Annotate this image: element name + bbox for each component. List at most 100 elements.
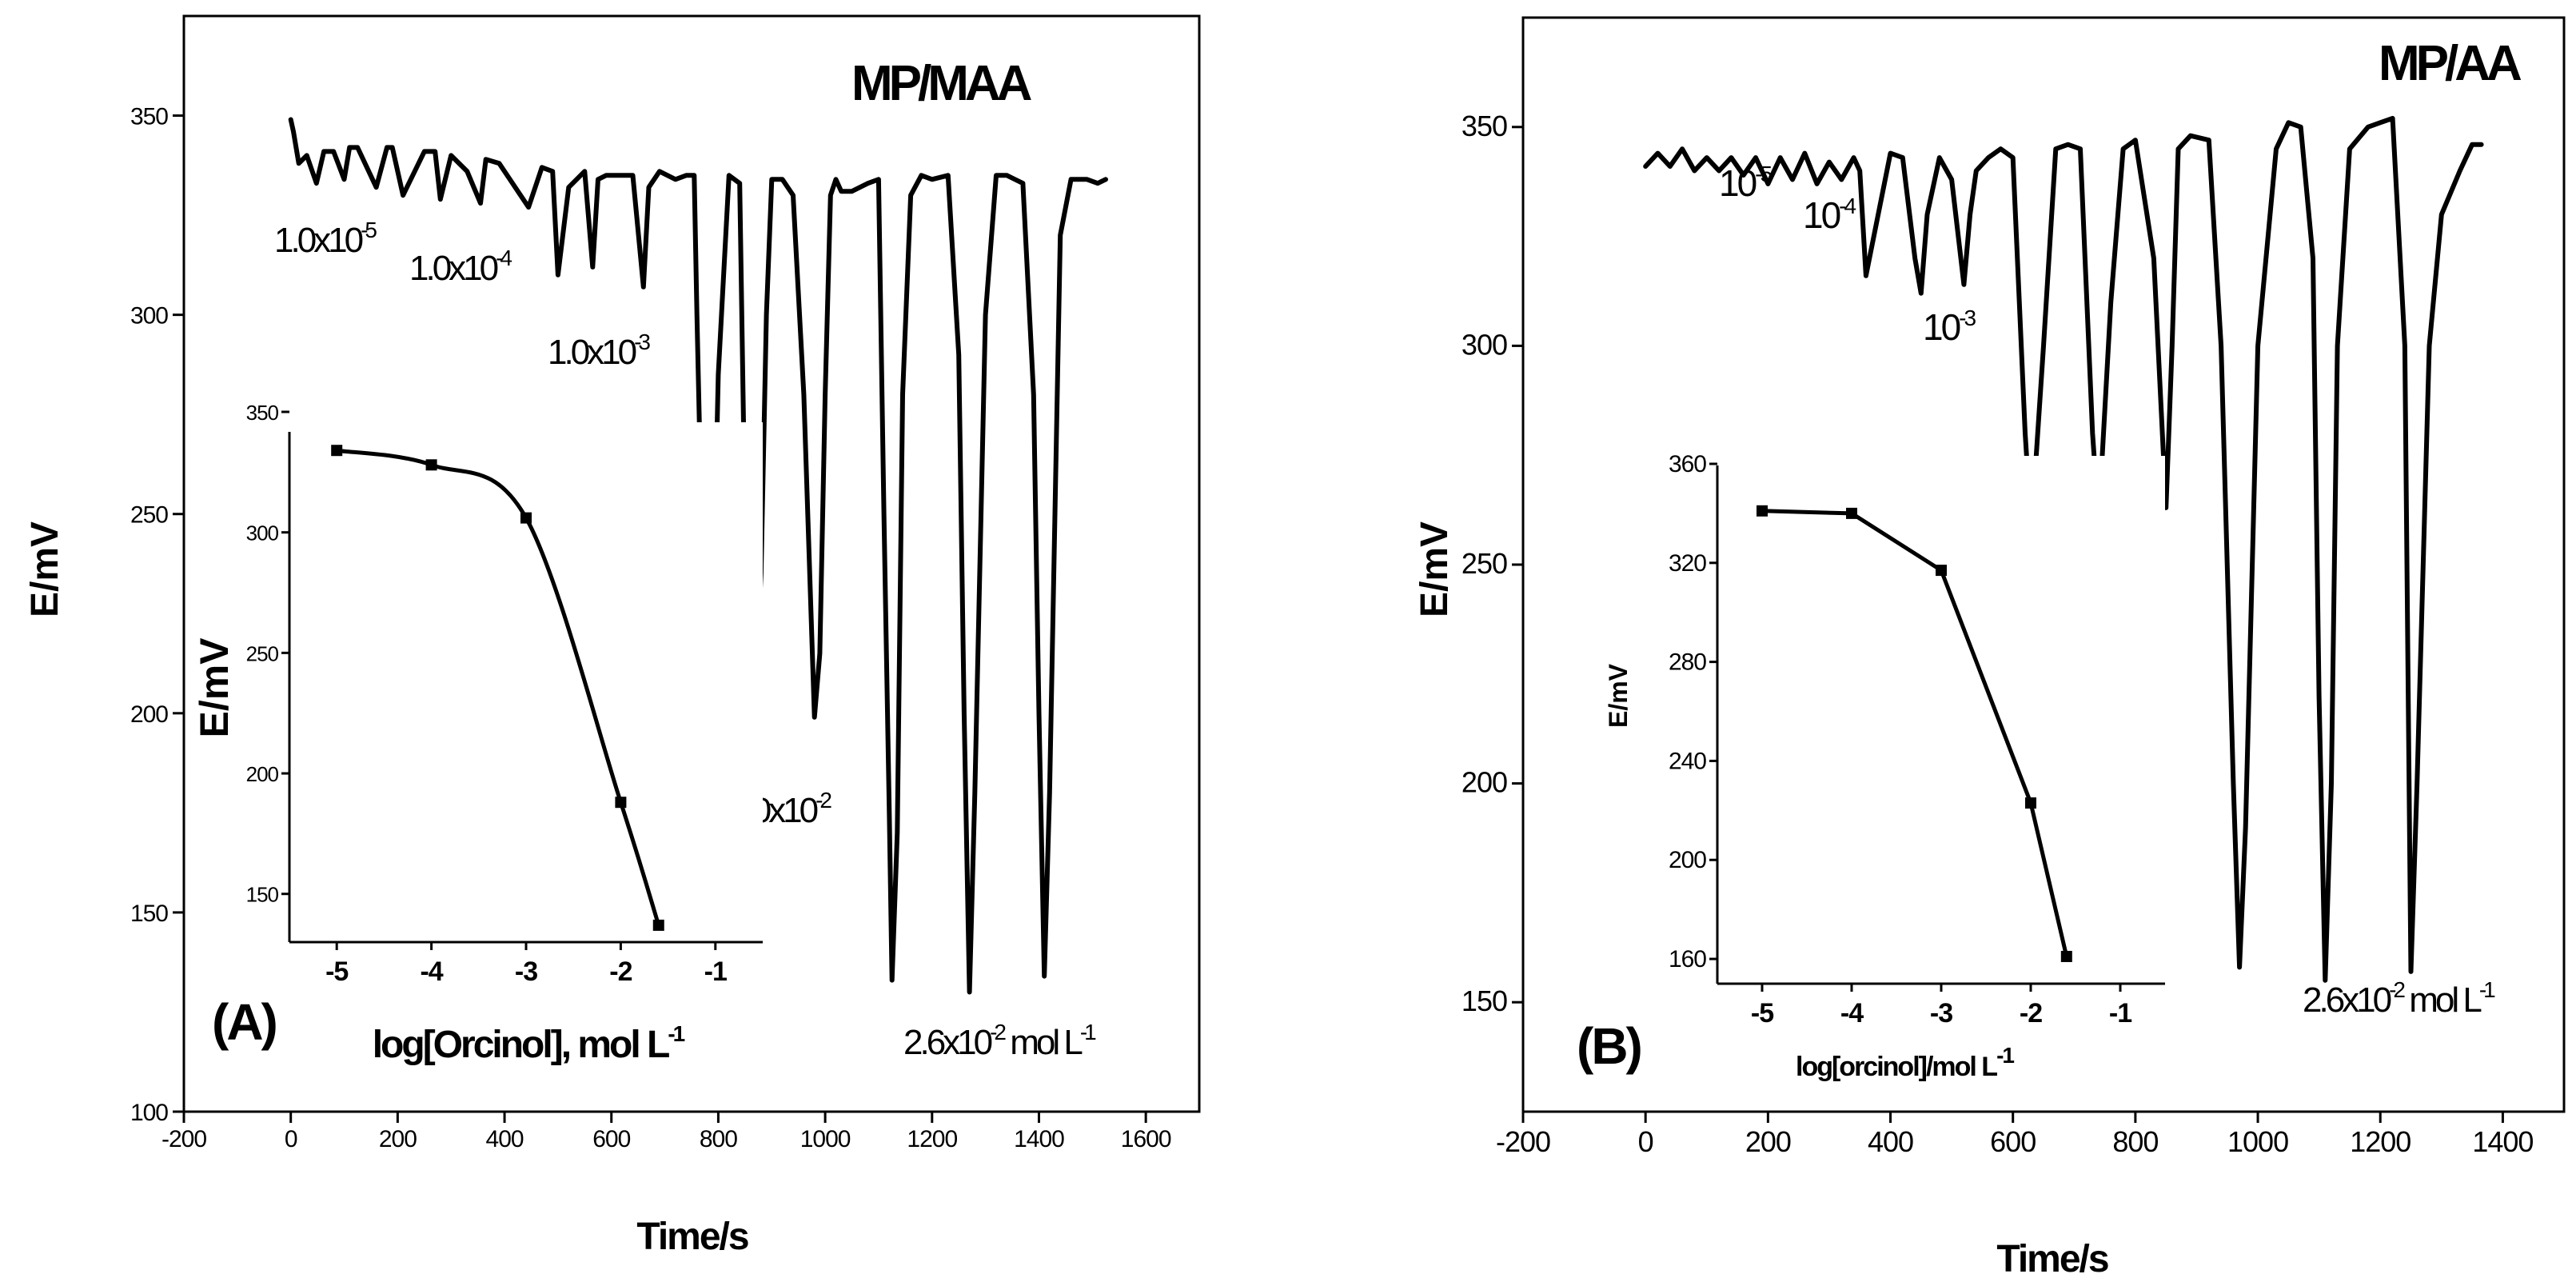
x-tick-label: 1200 [907, 1126, 957, 1152]
panel-a: 100 150 200 250 300 350 -200 0 200 400 600 800 1000… [24, 14, 1201, 1258]
panel-a-inset-background [289, 422, 763, 942]
inset-x-tick-label: -3 [515, 957, 537, 987]
inset-y-tick-label: 360 [1669, 451, 1706, 477]
inset-x-tick-label: -4 [1840, 998, 1864, 1028]
calibration-point [1757, 505, 1768, 517]
inset-y-tick-label: 320 [1669, 550, 1706, 577]
x-tick-label: 0 [285, 1126, 297, 1152]
panel-b-annotation-3: 10-3 [1923, 306, 1976, 348]
panel-a-label: (A) [212, 993, 277, 1051]
panel-b: 150 200 250 300 350 -200 0 200 400 600 800 1000 120… [1414, 16, 2566, 1280]
inset-y-tick-label: 280 [1669, 649, 1706, 676]
inset-x-tick-label: -1 [2109, 998, 2131, 1028]
inset-y-tick-label: 160 [1669, 946, 1706, 972]
panel-a-inset: 150 200 250 300 350 -5 -4 -3 -2 -1 E/mV log[Orci… [192, 401, 763, 1066]
calibration-point [2060, 950, 2072, 962]
panel-a-potential-trace [288, 117, 1108, 995]
panel-b-potential-trace [1643, 115, 2484, 983]
inset-y-tick-label: 300 [246, 521, 279, 545]
panel-b-x-axis-title: Time/s [1996, 1238, 2108, 1280]
y-tick-label: 100 [130, 1100, 168, 1126]
panel-b-y-ticks: 150 200 250 300 350 [1461, 110, 1523, 1017]
inset-x-tick-label: -4 [420, 957, 443, 987]
panel-a-annotation-1: 1.0x10-5 [274, 218, 377, 260]
calibration-point [615, 797, 627, 809]
x-tick-label: 800 [2112, 1125, 2158, 1158]
x-tick-label: 1400 [2472, 1125, 2533, 1158]
panel-b-y-axis-title: E/mV [1414, 521, 1456, 617]
x-tick-label: 600 [592, 1126, 630, 1152]
x-tick-label: 800 [700, 1126, 737, 1152]
y-tick-label: 350 [130, 104, 168, 130]
x-tick-label: 1400 [1014, 1126, 1064, 1152]
x-tick-label: 1600 [1121, 1126, 1171, 1152]
inset-y-tick-label: 350 [246, 401, 279, 425]
inset-x-tick-label: -2 [609, 957, 632, 987]
panel-a-inset-y-ticks: 150 200 250 300 350 [246, 401, 289, 907]
y-tick-label: 250 [130, 502, 168, 529]
panel-b-inset-x-label: log[orcinol]/mol L-1 [1796, 1043, 2014, 1082]
y-tick-label: 350 [1461, 110, 1507, 142]
panel-a-inset-y-label: E/mV [192, 637, 237, 738]
x-tick-label: 400 [486, 1126, 524, 1152]
calibration-point [1846, 507, 1857, 519]
y-tick-label: 300 [130, 303, 168, 329]
panel-a-title: MP/MAA [851, 56, 1032, 111]
y-tick-label: 200 [130, 701, 168, 728]
inset-y-tick-label: 150 [246, 883, 279, 907]
y-tick-label: 300 [1461, 328, 1507, 361]
panel-b-label: (B) [1577, 1017, 1641, 1075]
panel-b-calibration-points [1757, 505, 2072, 962]
calibration-point [652, 919, 664, 931]
panel-b-inset: 160 200 240 280 320 360 -5 -4 -3 -2 -1 E/mV log[o… [1604, 451, 2165, 1082]
calibration-point [2025, 797, 2036, 809]
x-tick-label: 400 [1868, 1125, 1913, 1158]
panel-a-annotation-3: 1.0x10-3 [548, 329, 650, 372]
calibration-point [520, 512, 532, 524]
inset-y-tick-label: 250 [246, 641, 279, 665]
panel-a-calibration-points [331, 445, 664, 931]
inset-y-tick-label: 200 [246, 762, 279, 786]
inset-x-tick-label: -1 [704, 957, 727, 987]
panel-a-x-axis-title: Time/s [636, 1216, 748, 1258]
panel-a-calibration-curve [336, 448, 661, 926]
panel-b-inset-y-label: E/mV [1604, 663, 1633, 728]
y-tick-label: 150 [130, 901, 168, 927]
x-tick-label: 600 [1990, 1125, 2036, 1158]
panel-a-y-axis-title: E/mV [24, 521, 66, 617]
panel-b-annotation-2: 10-4 [1803, 194, 1856, 236]
panel-b-inset-x-ticks: -5 -4 -3 -2 -1 [1751, 984, 2132, 1028]
x-tick-label: 200 [379, 1126, 417, 1152]
calibration-point [1936, 565, 1947, 577]
inset-x-tick-label: -2 [2020, 998, 2042, 1028]
x-tick-label: 1000 [2227, 1125, 2288, 1158]
panel-a-inset-x-label: log[Orcinol], mol L-1 [373, 1021, 685, 1066]
panel-a-x-ticks: -200 0 200 400 600 800 1000 1200 1400 1600 [161, 1112, 1172, 1152]
inset-y-tick-label: 240 [1669, 748, 1706, 774]
panel-b-title: MP/AA [2379, 36, 2522, 91]
calibration-point [331, 445, 343, 457]
y-tick-label: 200 [1461, 766, 1507, 799]
panel-a-annotation-2: 1.0x10-4 [409, 246, 512, 288]
panel-b-annotation-5: 2.6x10-2 mol L-1 [2303, 977, 2495, 1020]
inset-x-tick-label: -5 [325, 957, 348, 987]
x-tick-label: -200 [161, 1126, 206, 1152]
y-tick-label: 250 [1461, 547, 1507, 580]
inset-x-tick-label: -5 [1751, 998, 1773, 1028]
inset-y-tick-label: 200 [1669, 847, 1706, 873]
x-tick-label: 200 [1745, 1125, 1791, 1158]
panel-a-annotation-5: 2.6x10-2 mol L-1 [903, 1020, 1096, 1062]
y-tick-label: 150 [1461, 984, 1507, 1017]
x-tick-label: 1000 [800, 1126, 851, 1152]
inset-x-tick-label: -3 [1930, 998, 1952, 1028]
panel-b-inset-background [1717, 456, 2165, 984]
panel-b-x-ticks: -200 0 200 400 600 800 1000 1200 1400 [1496, 1112, 2534, 1158]
x-tick-label: 1200 [2350, 1125, 2411, 1158]
panel-a-plot-frame [182, 14, 1201, 1113]
x-tick-label: -200 [1496, 1125, 1550, 1158]
panel-a-y-ticks: 100 150 200 250 300 350 [130, 104, 184, 1126]
x-tick-label: 0 [1638, 1125, 1653, 1158]
panel-b-inset-y-ticks: 160 200 240 280 320 360 [1669, 451, 1717, 972]
panel-b-annotation-1: 10-5 [1719, 162, 1772, 204]
